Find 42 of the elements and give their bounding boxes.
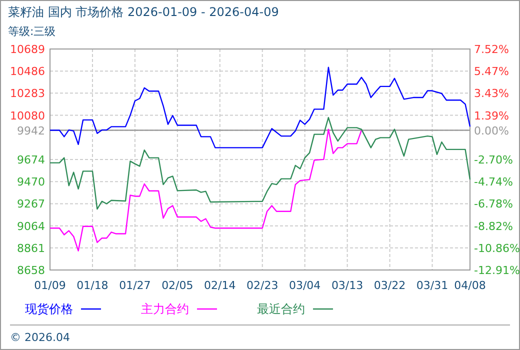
x-tick-label: 03/04 [288, 279, 321, 292]
y-tick-label: 9064 [17, 220, 45, 233]
y-tick-label: 10080 [10, 109, 45, 122]
x-tick-label: 02/14 [204, 279, 236, 292]
legend-label: 主力合约 [141, 302, 189, 316]
y2-tick-label: 1.39% [474, 109, 509, 122]
y2-tick-label: 0.00% [474, 124, 509, 138]
y-tick-label: 9942 [17, 124, 45, 138]
y2-tick-label: -12.91% [474, 264, 520, 277]
y2-tick-label: -10.86% [474, 242, 520, 255]
text: © 2026.04 [10, 331, 70, 344]
y-tick-label: 8658 [17, 264, 45, 277]
chart-subtitle: 等级:三级 [8, 25, 56, 38]
y2-tick-label: -4.74% [474, 176, 513, 189]
legend-label: 最近合约 [257, 302, 305, 316]
line-series [49, 116, 471, 210]
line-series [49, 128, 362, 252]
legend-label: 现货价格 [25, 302, 73, 316]
y2-tick-label: -6.78% [474, 198, 513, 211]
y2-tick-label: -8.82% [474, 220, 513, 233]
y2-tick-label: 7.52% [474, 43, 509, 56]
x-tick-label: 01/09 [34, 279, 66, 292]
y-tick-label: 9674 [17, 153, 45, 166]
x-tick-label: 01/18 [76, 279, 108, 292]
x-tick-label: 03/31 [416, 279, 448, 292]
x-tick-label: 03/13 [331, 279, 364, 292]
y-tick-label: 8861 [17, 242, 45, 255]
x-tick-label: 02/05 [162, 279, 194, 292]
y-tick-label: 10486 [10, 65, 45, 78]
x-tick-label: 01/27 [119, 279, 151, 292]
y2-tick-label: 5.47% [474, 65, 509, 78]
x-tick-label: 02/23 [246, 279, 278, 292]
y2-tick-label: 3.43% [474, 87, 509, 100]
y-tick-label: 9470 [17, 176, 45, 189]
y2-tick-label: -2.70% [474, 154, 513, 167]
x-tick-label: 03/22 [374, 279, 406, 292]
y-tick-label: 10689 [10, 43, 45, 56]
y-tick-label: 10283 [10, 87, 45, 100]
x-tick-label: 04/08 [454, 279, 486, 292]
y-tick-label: 9267 [17, 198, 45, 211]
chart-title: 菜籽油 国内 市场价格 2026-01-09 - 2026-04-09 [8, 5, 279, 19]
line-series [49, 66, 471, 148]
